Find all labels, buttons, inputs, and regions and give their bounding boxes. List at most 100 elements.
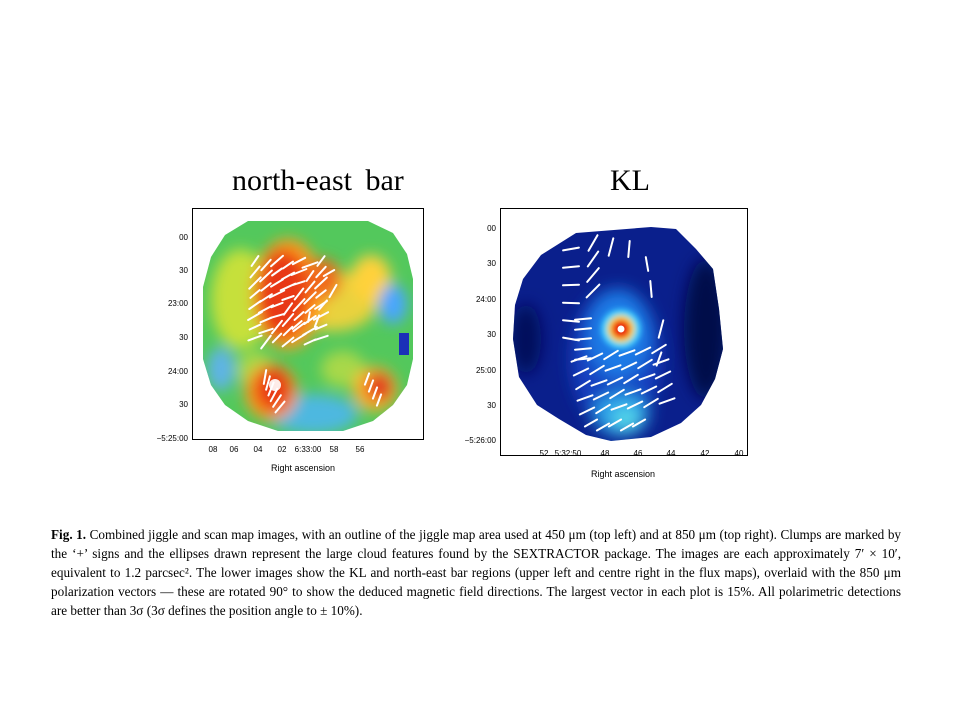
y-tick-label: 24:00 [475, 295, 496, 304]
polarization-vector [292, 298, 306, 312]
polarization-vector [620, 361, 638, 371]
kl-heatmap [513, 227, 723, 441]
polarization-vector [271, 319, 283, 335]
polarization-vector [638, 373, 656, 381]
polarization-vector [268, 289, 286, 299]
polarization-vector [269, 313, 285, 319]
polarization-vector [637, 358, 653, 370]
polarization-vector [562, 246, 580, 252]
polarization-vector [270, 301, 284, 309]
caption-text: Combined jiggle and scan map images, wit… [51, 527, 902, 618]
polarization-vector [265, 375, 271, 391]
polarization-vector [249, 289, 261, 299]
polarization-vector [307, 311, 311, 323]
polarization-vector [274, 400, 286, 414]
polarization-vector [269, 387, 279, 403]
polarization-vector [272, 394, 282, 408]
north-east-bar-heatmap [203, 221, 413, 431]
x-tick-label: 46 [633, 449, 643, 458]
polarization-vector [367, 379, 375, 393]
polarization-vector [574, 337, 592, 341]
polarization-vector [271, 332, 283, 344]
x-tick-label: 06 [229, 445, 239, 454]
y-tick-label: 24:00 [167, 367, 188, 376]
polarization-vector [595, 422, 611, 432]
polarization-vector [576, 394, 594, 402]
x-tick-label: 42 [700, 449, 710, 458]
polarization-vector [281, 295, 295, 301]
polarization-vector [313, 314, 321, 328]
polarization-vector [618, 349, 636, 357]
polarization-vector [302, 326, 318, 336]
polarization-vector [249, 265, 261, 279]
polarization-vector [260, 258, 272, 272]
polarization-vector [304, 280, 316, 294]
polarization-vector [303, 315, 317, 325]
polarization-vector [586, 250, 600, 268]
y-tick-label: −5:26:00 [464, 436, 496, 445]
polarization-vector [570, 355, 588, 363]
polarization-vector [267, 381, 275, 397]
x-tick-label: 52 [539, 449, 549, 458]
polarization-vector [634, 346, 652, 356]
figure-label: Fig. 1. [51, 527, 87, 542]
polarization-vector [649, 280, 653, 298]
polarization-vector [643, 397, 659, 409]
polarization-vector [578, 406, 596, 416]
polarization-vector [607, 237, 615, 257]
polarization-vector [281, 336, 295, 348]
kl-map [500, 208, 748, 456]
panel-title-north-east-bar: north-east bar [232, 164, 404, 197]
polarization-vector [607, 418, 623, 428]
y-tick-label: 23:00 [167, 299, 188, 308]
polarization-vector [657, 319, 665, 339]
polarization-vector [624, 388, 642, 396]
polarization-vector [575, 379, 591, 391]
polarization-vector [606, 376, 624, 386]
polarization-vector [258, 327, 274, 335]
x-tick-label: 08 [208, 445, 218, 454]
polarization-vector [248, 300, 262, 310]
polarization-vector [281, 313, 295, 327]
polarization-vector [603, 349, 619, 361]
y-tick-label: −5:25:00 [156, 434, 188, 443]
polarization-vector [314, 276, 328, 290]
y-tick-label: 30 [179, 266, 188, 275]
polarization-vector [316, 255, 326, 267]
north-east-bar-map [192, 208, 424, 440]
polarization-vector [657, 382, 673, 394]
polarization-vector [604, 364, 622, 372]
x-tick-label: 40 [734, 449, 744, 458]
x-tick-label: 6:33:00 [294, 445, 322, 454]
polarization-vector [363, 372, 371, 386]
polarization-vector [562, 301, 580, 305]
polarization-vector [291, 320, 303, 330]
polarization-vector [315, 265, 327, 279]
polarization-vector [292, 280, 306, 286]
polarization-vector [627, 240, 631, 258]
polarization-vector [318, 299, 328, 311]
y-tick-label: 30 [487, 401, 496, 410]
polarization-vector [270, 254, 284, 268]
panel-title-kl: KL [610, 164, 650, 197]
polarization-vector [572, 367, 590, 377]
polarization-vector [248, 323, 262, 331]
polarization-vector [585, 283, 601, 299]
x-tick-label: 02 [277, 445, 287, 454]
x-tick-label: 48 [600, 449, 610, 458]
polarization-vector [562, 265, 580, 269]
x-tick-label: 04 [253, 445, 263, 454]
polarization-vector [574, 347, 592, 351]
north-east-bar-x-axis-title: Right ascension [270, 463, 336, 473]
polarization-vector [314, 323, 328, 331]
polarization-vector [619, 422, 635, 432]
polarization-vector [282, 260, 294, 270]
y-tick-label: 30 [487, 330, 496, 339]
polarization-vector [623, 373, 639, 385]
polarization-vector [322, 269, 336, 277]
polarization-vector [609, 388, 625, 400]
polarization-vector [305, 270, 315, 282]
polarization-vector [292, 321, 306, 333]
polarization-vector [271, 267, 283, 277]
polarization-vector [562, 319, 580, 323]
